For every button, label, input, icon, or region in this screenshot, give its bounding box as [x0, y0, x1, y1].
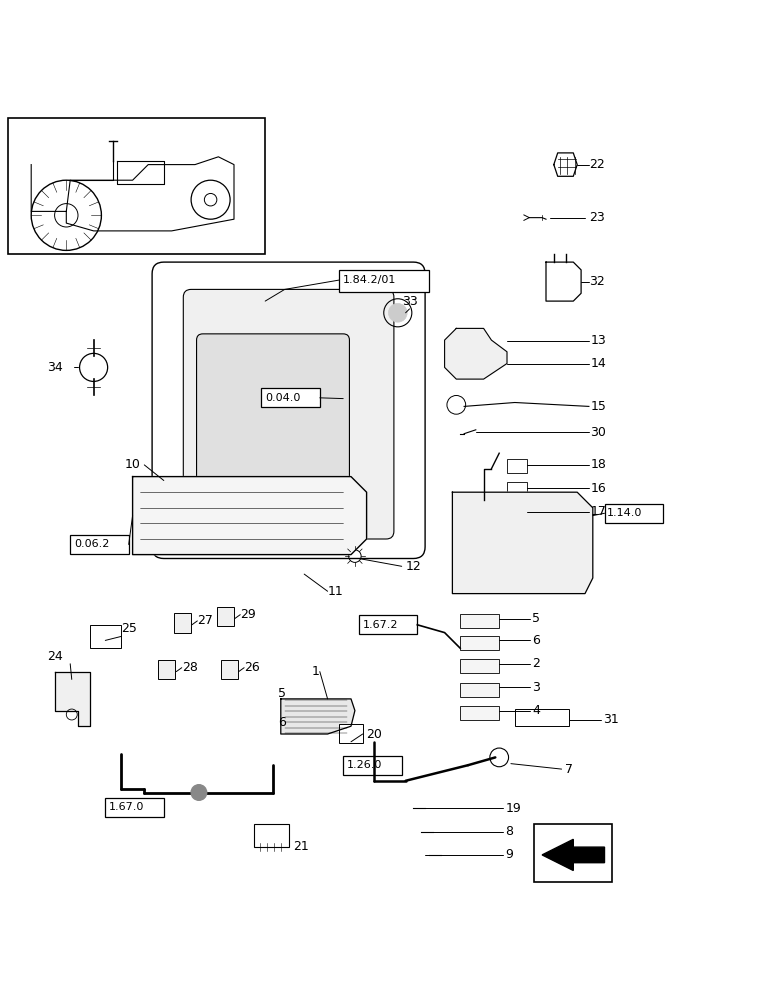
Bar	[548, 269, 553, 277]
FancyBboxPatch shape	[152, 262, 425, 558]
Polygon shape	[546, 262, 581, 301]
Text: 29: 29	[240, 608, 256, 621]
Bar	[8, 118, 265, 254]
Text: 1.26.0: 1.26.0	[347, 760, 382, 770]
Text: 16: 16	[590, 482, 606, 495]
Text: 17: 17	[590, 505, 606, 518]
Text: 20: 20	[367, 728, 382, 740]
FancyBboxPatch shape	[197, 334, 349, 502]
Bar	[105, 798, 164, 817]
Text: 28: 28	[182, 661, 197, 674]
Text: 23: 23	[589, 211, 604, 224]
Bar	[561, 279, 565, 287]
Text: 13: 13	[590, 334, 606, 347]
Text: 10: 10	[125, 458, 140, 471]
Bar	[505, 516, 524, 535]
Bar	[505, 547, 524, 566]
Text: 0.06.2: 0.06.2	[74, 539, 109, 549]
Bar	[561, 289, 565, 297]
Bar	[339, 724, 363, 743]
Bar	[567, 279, 572, 287]
Polygon shape	[554, 153, 577, 176]
Bar	[555, 279, 559, 287]
Bar	[460, 706, 499, 720]
Bar	[567, 289, 572, 297]
Bar	[548, 289, 553, 297]
Bar	[537, 547, 555, 566]
Bar	[548, 279, 553, 287]
Text: 4: 4	[532, 704, 540, 717]
Bar	[90, 625, 121, 648]
Bar	[339, 270, 429, 292]
FancyBboxPatch shape	[183, 289, 394, 539]
Text: 8: 8	[505, 825, 513, 838]
Text: 3: 3	[532, 681, 540, 694]
Circle shape	[191, 785, 207, 800]
Bar	[507, 505, 526, 520]
Text: 33: 33	[402, 295, 417, 308]
Bar	[221, 660, 238, 679]
Text: 26: 26	[244, 661, 260, 674]
Bar	[534, 824, 612, 882]
Polygon shape	[542, 839, 604, 870]
Text: 2: 2	[532, 657, 540, 670]
Text: 5: 5	[532, 612, 540, 625]
Bar	[460, 659, 499, 673]
Bar	[359, 615, 417, 634]
Bar	[567, 269, 572, 277]
Bar	[460, 636, 499, 650]
Text: 14: 14	[590, 357, 606, 370]
Text: 1.14.0: 1.14.0	[607, 508, 642, 518]
Text: 31: 31	[603, 713, 619, 726]
Text: 5: 5	[278, 687, 285, 700]
Bar	[507, 459, 526, 473]
Text: 6: 6	[278, 716, 285, 729]
Bar	[343, 756, 402, 775]
Bar	[217, 607, 234, 626]
Text: 27: 27	[197, 614, 213, 627]
Text: 34: 34	[47, 361, 62, 374]
Bar	[158, 660, 176, 679]
Bar	[254, 824, 289, 847]
Text: 1.67.0: 1.67.0	[109, 802, 144, 812]
Text: 11: 11	[328, 585, 343, 598]
Text: 15: 15	[590, 400, 606, 413]
Bar	[70, 535, 129, 554]
Bar	[604, 504, 663, 523]
Polygon shape	[55, 672, 90, 726]
Text: 7: 7	[566, 763, 573, 776]
Text: 12: 12	[406, 560, 421, 573]
Text: 19: 19	[505, 802, 521, 815]
Bar	[537, 516, 555, 535]
Bar	[561, 269, 565, 277]
Bar	[515, 709, 569, 726]
Bar	[555, 289, 559, 297]
Text: 24: 24	[47, 650, 62, 662]
Polygon shape	[281, 699, 355, 734]
Text: 6: 6	[532, 634, 540, 647]
Polygon shape	[133, 477, 367, 555]
Polygon shape	[445, 328, 507, 379]
Text: 22: 22	[589, 158, 604, 171]
Text: 9: 9	[505, 848, 513, 861]
Text: 30: 30	[590, 426, 606, 439]
Bar	[174, 613, 191, 633]
Bar	[460, 683, 499, 697]
Text: 1: 1	[312, 665, 320, 678]
Circle shape	[388, 303, 407, 322]
Text: 1.67.2: 1.67.2	[363, 620, 399, 630]
Bar	[507, 482, 526, 496]
Polygon shape	[452, 492, 593, 594]
Bar	[460, 614, 499, 628]
Text: 0.04.0: 0.04.0	[265, 393, 300, 403]
Text: 21: 21	[293, 840, 309, 853]
Text: 18: 18	[590, 458, 606, 471]
Text: 1.84.2/01: 1.84.2/01	[343, 275, 396, 285]
Bar	[555, 269, 559, 277]
Text: 25: 25	[121, 622, 136, 635]
Text: 32: 32	[589, 275, 604, 288]
Bar	[261, 388, 320, 407]
